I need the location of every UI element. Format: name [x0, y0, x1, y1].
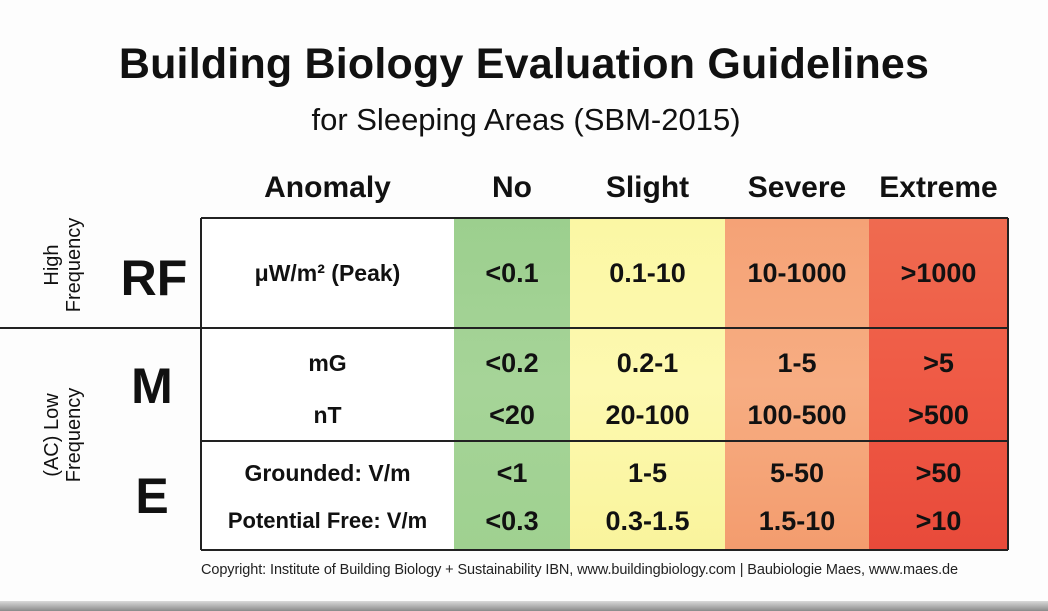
section-e: E [135, 468, 169, 524]
high-frequency-label: High Frequency [41, 210, 85, 320]
anomaly-cell: Potential Free: V/m [227, 508, 428, 533]
low-frequency-line1: (AC) Low [41, 393, 63, 477]
value-no: <0.2 [485, 347, 539, 378]
anomaly-cell: mG [308, 349, 347, 376]
table-bottom-border [201, 549, 1008, 551]
section-rf: RF [120, 250, 188, 306]
extreme-column [869, 218, 1008, 550]
row-divider-rf [201, 327, 1008, 329]
page-subtitle: for Sleeping Areas (SBM-2015) [311, 102, 741, 137]
value-no: <0.1 [485, 257, 539, 288]
table-left-border [200, 218, 202, 550]
anomaly-column [201, 218, 454, 550]
value-slight: 0.1-10 [609, 257, 686, 288]
value-slight: 0.3-1.5 [605, 505, 690, 536]
side-divider [0, 327, 201, 329]
no-column [454, 218, 570, 550]
value-slight: 20-100 [605, 399, 690, 430]
anomaly-cell: nT [313, 401, 342, 428]
low-frequency-label: (AC) Low Frequency [41, 369, 85, 501]
value-extreme: >1000 [900, 257, 977, 288]
value-no: <1 [496, 457, 528, 488]
low-frequency-line2: Frequency [63, 387, 85, 483]
value-severe: 5-50 [769, 457, 825, 488]
value-no: <20 [489, 399, 535, 430]
anomaly-cell: Grounded: V/m [244, 459, 411, 486]
value-slight: 0.2-1 [616, 347, 679, 378]
high-frequency-line1: High [41, 244, 63, 286]
anomaly-cell: μW/m² (Peak) [254, 259, 401, 286]
header-slight: Slight [605, 171, 690, 204]
header-severe: Severe [747, 171, 847, 204]
value-no: <0.3 [485, 505, 539, 536]
value-extreme: >5 [923, 347, 954, 378]
header-extreme: Extreme [879, 171, 998, 204]
slight-column [570, 218, 725, 550]
value-slight: 1-5 [627, 457, 668, 488]
high-frequency-line2: Frequency [63, 217, 85, 313]
value-severe: 10-1000 [747, 257, 847, 288]
page-title: Building Biology Evaluation Guidelines [118, 40, 930, 88]
table-right-border [1007, 218, 1009, 550]
value-severe: 100-500 [747, 399, 847, 430]
copyright-footer: Copyright: Institute of Building Biology… [201, 562, 958, 578]
card-edge [0, 601, 1048, 611]
table-top-border [201, 217, 1008, 219]
severe-column [725, 218, 869, 550]
value-severe: 1-5 [777, 347, 817, 378]
header-no: No [492, 171, 532, 204]
row-divider-m [201, 440, 1008, 442]
section-m: M [131, 358, 173, 414]
value-extreme: >500 [908, 399, 969, 430]
value-severe: 1.5-10 [758, 505, 836, 536]
value-extreme: >10 [915, 505, 962, 536]
header-anomaly: Anomaly [264, 171, 391, 204]
value-extreme: >50 [915, 457, 962, 488]
